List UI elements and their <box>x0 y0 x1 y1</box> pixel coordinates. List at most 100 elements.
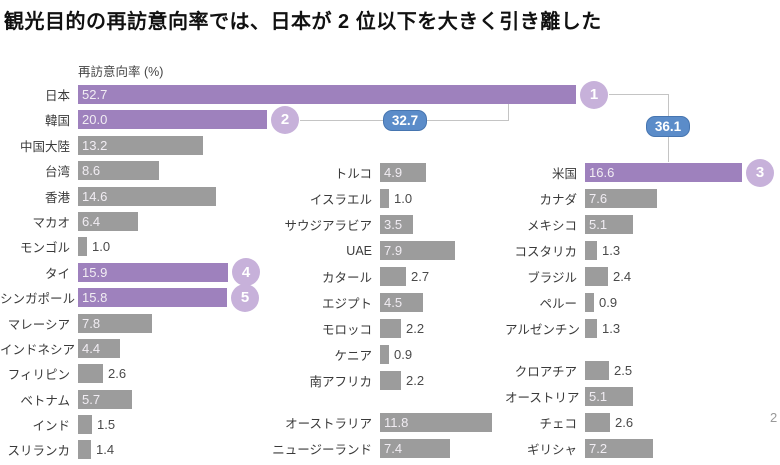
bar-row: UAE 7.9 <box>264 241 492 260</box>
country-label: クロアチア <box>514 365 577 379</box>
bar-row: ブラジル 2.4 <box>505 267 774 286</box>
bar: 7.9 <box>380 241 455 260</box>
bar-row: 台湾 8.6 <box>0 161 608 181</box>
bar: 11.8 <box>380 413 492 432</box>
bar-value: 20.0 <box>82 112 108 128</box>
bar: 5.1 <box>585 215 633 234</box>
country-label: サウジアラビア <box>284 219 372 233</box>
bar-row: 韓国 20.0 2 <box>0 105 608 134</box>
bar-row: マカオ 6.4 <box>0 211 608 231</box>
country-label: 香港 <box>44 190 70 205</box>
bar-row: アルゼンチン 1.3 <box>505 319 774 338</box>
bar-value: 7.6 <box>589 191 608 206</box>
bar: 13.2 <box>78 135 203 155</box>
bar-value: 0.9 <box>599 295 618 310</box>
bar-value: 4.5 <box>384 295 403 310</box>
bar: 6.4 <box>78 211 138 231</box>
bar <box>585 267 608 286</box>
bar-row: マレーシア 7.8 <box>0 313 608 333</box>
bar: 20.0 <box>78 110 267 130</box>
bar-row: カナダ 7.6 <box>505 189 774 208</box>
bar-row: メキシコ 5.1 <box>505 215 774 234</box>
bar: 4.5 <box>380 293 423 312</box>
bar <box>380 345 389 364</box>
country-label: マレーシア <box>7 317 70 332</box>
bar <box>380 267 406 286</box>
bar <box>585 361 609 380</box>
group-spacer <box>505 345 774 354</box>
bar <box>585 413 610 432</box>
bar-value: 8.6 <box>82 163 101 179</box>
bar-row: シンガポール 15.8 5 <box>0 283 608 312</box>
bar-row: サウジアラビア 3.5 <box>264 215 492 234</box>
bar <box>380 319 401 338</box>
rank-marker: 1 <box>580 80 608 109</box>
country-label: ケニア <box>334 349 372 363</box>
bar-value: 5.1 <box>589 389 608 404</box>
bar <box>585 241 597 260</box>
country-label: チェコ <box>539 417 577 431</box>
bar-row: オーストリア 5.1 <box>505 387 774 406</box>
country-label: モンゴル <box>19 241 70 256</box>
bar-row: トルコ 4.9 <box>264 163 492 182</box>
bar-value: 2.6 <box>108 366 127 382</box>
country-label: 米国 <box>551 167 577 181</box>
bar-row: オーストラリア 11.8 <box>264 413 492 432</box>
bar-row: インドネシア 4.4 <box>0 338 608 358</box>
country-label: 台湾 <box>44 165 70 180</box>
country-label: 南アフリカ <box>309 375 372 389</box>
country-label: UAE <box>346 243 372 258</box>
bar-row: インド 1.5 <box>0 415 608 435</box>
bar-column-asia: 日本 52.7 1 韓国 20.0 2 中国大陸 13.2 台湾 8.6 香港 14.6 マカオ 6.4 モ… <box>0 80 608 460</box>
country-label: ベトナム <box>20 393 70 408</box>
bar-value: 4.4 <box>82 340 101 356</box>
bar-value: 1.0 <box>394 191 413 206</box>
bar-value: 1.4 <box>96 442 115 458</box>
bar: 7.8 <box>78 313 152 333</box>
bar-row: フィリピン 2.6 <box>0 364 608 384</box>
bar-value: 13.2 <box>82 137 108 153</box>
country-label: イスラエル <box>309 193 372 207</box>
rank-marker: 4 <box>232 258 260 287</box>
bar-value: 7.2 <box>589 441 608 456</box>
bar: 7.2 <box>585 439 653 458</box>
bar-value: 2.2 <box>406 373 425 388</box>
bar <box>78 237 87 257</box>
bar-column-middle-east-africa-oceania: トルコ 4.9 イスラエル 1.0 サウジアラビア 3.5 UAE 7.9 カタール 2.7 エジプ… <box>264 163 492 458</box>
bar: 5.1 <box>585 387 633 406</box>
bar: 4.4 <box>78 338 120 358</box>
bar-value: 11.8 <box>384 415 409 430</box>
bar-row: ケニア 0.9 <box>264 345 492 364</box>
bar-value: 2.4 <box>613 269 632 284</box>
bar: 5.7 <box>78 389 132 409</box>
country-label: スリランカ <box>7 444 70 459</box>
bar-row: 南アフリカ 2.2 <box>264 371 492 390</box>
connector-line <box>508 104 509 121</box>
bar-value: 4.9 <box>384 165 403 180</box>
bar-row: カタール 2.7 <box>264 267 492 286</box>
country-label: メキシコ <box>526 219 577 233</box>
bar-row: イスラエル 1.0 <box>264 189 492 208</box>
bar: 52.7 <box>78 85 576 104</box>
bar <box>380 189 389 208</box>
bar-value: 2.5 <box>614 363 633 378</box>
bar-row: 日本 52.7 1 <box>0 80 608 109</box>
bar-row: チェコ 2.6 <box>505 413 774 432</box>
bar: 3.5 <box>380 215 413 234</box>
bar <box>78 440 91 460</box>
country-label: カタール <box>321 271 372 285</box>
country-label: モロッコ <box>321 323 372 337</box>
bar-value: 1.3 <box>602 243 621 258</box>
bar-row: モンゴル 1.0 <box>0 237 608 257</box>
country-label: 韓国 <box>44 114 70 129</box>
bar <box>78 415 92 435</box>
country-label: コスタリカ <box>514 245 577 259</box>
bar: 15.8 <box>78 288 227 308</box>
cropped-value-fragment: 2 <box>770 410 778 425</box>
bar: 15.9 <box>78 262 228 282</box>
country-label: 日本 <box>44 89 70 103</box>
bar-value: 14.6 <box>82 188 108 204</box>
country-label: カナダ <box>539 193 577 207</box>
country-label: ペルー <box>539 297 577 311</box>
